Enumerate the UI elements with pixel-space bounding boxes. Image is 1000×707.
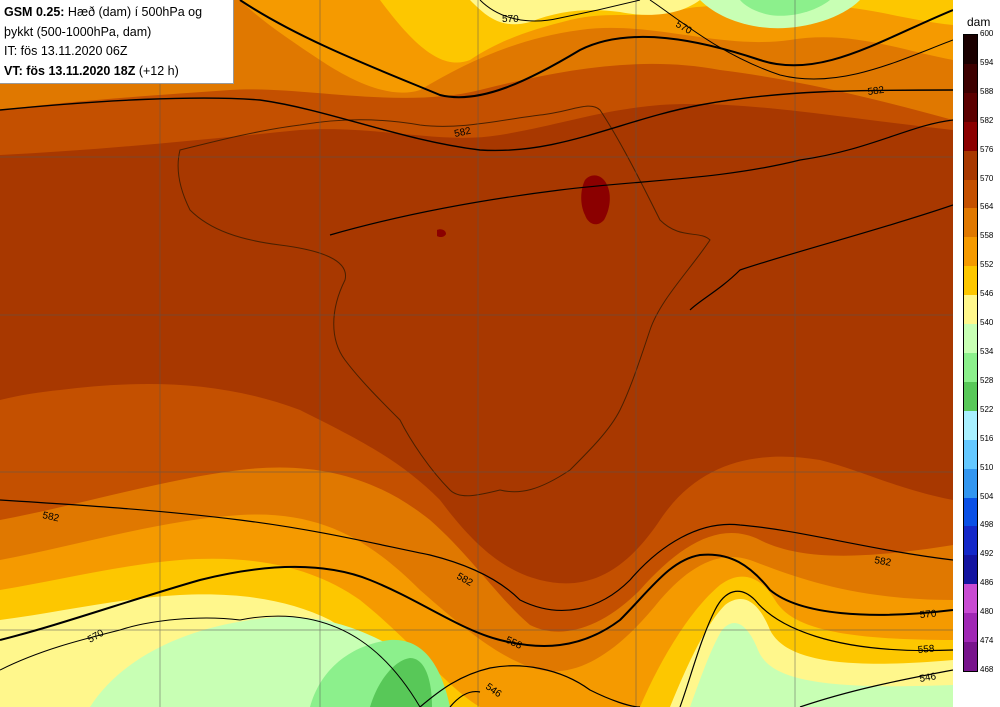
fill-540-south-east xyxy=(690,622,953,707)
issue-time: IT: fös 13.11.2020 06Z xyxy=(4,44,128,58)
colorbar-level-label: 492 xyxy=(980,549,994,559)
colorbar-segment xyxy=(964,324,977,354)
colorbar-segment xyxy=(964,497,977,527)
colorbar-level-label: 474 xyxy=(980,636,994,646)
contour-546-south xyxy=(449,690,481,707)
colorbar-level-label: 558 xyxy=(980,231,994,241)
contour-label: 558 xyxy=(917,644,935,656)
model-name: GSM 0.25: xyxy=(4,5,65,19)
colorbar-level-label: 552 xyxy=(980,260,994,270)
colorbar-segment xyxy=(964,35,977,65)
colorbar-level-label: 594 xyxy=(980,57,994,67)
contour-564-north xyxy=(649,0,953,80)
contour-582-mid xyxy=(329,119,953,236)
colorbar-segment xyxy=(964,526,977,556)
contour-570-north xyxy=(239,0,953,99)
contour-564-south xyxy=(0,617,241,671)
contour-label: 570 xyxy=(502,14,519,25)
colorbar-level-label: 570 xyxy=(980,173,994,183)
colorbar-level-label: 516 xyxy=(980,433,994,443)
fill-576 xyxy=(0,104,953,584)
info-title-line: GSM 0.25: Hæð (dam) í 500hPa og xyxy=(4,3,229,23)
colorbar-level-label: 468 xyxy=(980,665,994,674)
colorbar-level-label: 504 xyxy=(980,491,994,501)
contour-582-north xyxy=(0,89,953,152)
contour-label: 570 xyxy=(919,609,937,621)
contour-558-east xyxy=(679,590,953,707)
colorbar-segment xyxy=(964,179,977,209)
colorbar-segment xyxy=(964,237,977,267)
colorbar-segment xyxy=(964,121,977,152)
contour-546-east xyxy=(799,669,953,707)
title-text: Hæð (dam) í 500hPa og xyxy=(67,5,203,19)
colorbar-level-label: 582 xyxy=(980,115,994,125)
colorbar-level-label: 528 xyxy=(980,375,994,385)
colorbar-level-label: 588 xyxy=(980,86,994,96)
colorbar-level-label: 600 xyxy=(980,29,994,38)
colorbar-segment xyxy=(964,150,977,181)
colorbar-level-label: 480 xyxy=(980,607,994,617)
contour-label: 582 xyxy=(453,126,472,140)
contour-label: 582 xyxy=(41,510,60,524)
colorbar-segment xyxy=(964,468,977,499)
title-line-2: þykkt (500-1000hPa, dam) xyxy=(4,24,152,39)
colorbar-level-label: 498 xyxy=(980,520,994,530)
forecast-hour: (+12 h) xyxy=(138,63,179,78)
map-info-box: GSM 0.25: Hæð (dam) í 500hPa og þykkt (5… xyxy=(0,0,234,84)
colorbar-level-label: 540 xyxy=(980,318,994,328)
fill-582-spot xyxy=(581,175,610,225)
contour-label: 546 xyxy=(919,671,938,685)
colorbar: dam 600 594 588 582 576 570 564 558 552 546 540 534… xyxy=(953,0,1000,707)
colorbar-segment xyxy=(964,613,977,643)
colorbar-segment xyxy=(964,208,977,238)
valid-time: VT: fös 13.11.2020 18Z xyxy=(4,63,136,78)
contour-582-east xyxy=(689,204,953,311)
valid-time-line: VT: fös 13.11.2020 18Z (+12 h) xyxy=(4,62,229,82)
colorbar-segment xyxy=(964,63,977,94)
colorbar-level-label: 510 xyxy=(980,462,994,472)
contour-582-south xyxy=(0,499,953,611)
height-contours xyxy=(0,0,953,707)
fill-534-north xyxy=(740,0,830,16)
fill-546-north xyxy=(470,0,700,25)
colorbar-segment xyxy=(964,381,977,412)
colorbar-segment xyxy=(964,92,977,123)
lat-lon-grid xyxy=(0,0,953,707)
colorbar-segment xyxy=(964,584,977,614)
fill-528-south xyxy=(370,658,432,707)
colorbar-level-label: 522 xyxy=(980,404,994,414)
contour-552-south xyxy=(239,615,421,707)
colorbar-segment xyxy=(964,410,977,441)
colorbar-unit: dam xyxy=(967,15,991,29)
contour-558-south xyxy=(419,665,641,707)
colorbar-segment xyxy=(964,266,977,296)
contour-570-south xyxy=(0,553,953,647)
colorbar-scale xyxy=(963,34,978,672)
colorbar-segment xyxy=(964,439,977,470)
colorbar-segment xyxy=(964,555,977,585)
contour-label: 582 xyxy=(873,555,892,569)
colorbar-level-label: 576 xyxy=(980,144,994,154)
colorbar-level-label: 486 xyxy=(980,578,994,588)
colorbar-level-label: 564 xyxy=(980,202,994,212)
colorbar-segment xyxy=(964,642,977,672)
contour-label: 582 xyxy=(867,85,885,98)
colorbar-segment xyxy=(964,295,977,325)
colorbar-level-label: 546 xyxy=(980,289,994,299)
colorbar-level-label: 534 xyxy=(980,347,994,356)
colorbar-segment xyxy=(964,353,977,383)
weather-map[interactable]: 570 570 582 582 582 582 582 570 570 558 … xyxy=(0,0,953,707)
fill-582-spot-small xyxy=(437,229,446,238)
contour-570-top xyxy=(479,0,641,22)
land-outline xyxy=(177,105,711,497)
